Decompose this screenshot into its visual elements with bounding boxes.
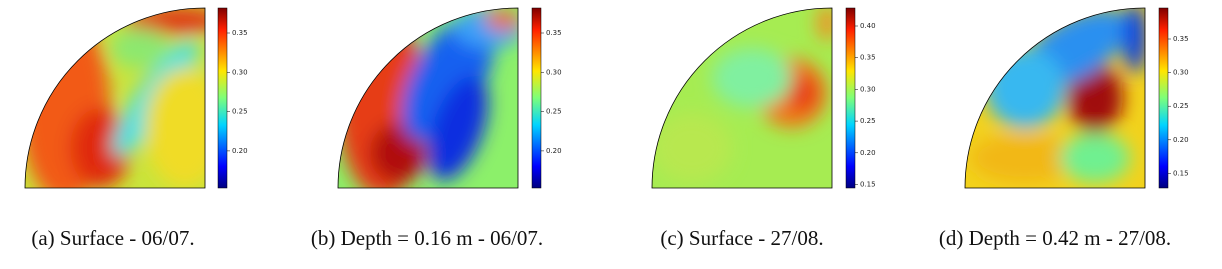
heatmap (652, 8, 832, 188)
heatmap-blob (485, 10, 518, 30)
colorbar-tick-label: 0.30 (232, 68, 248, 76)
heatmap-field (970, 8, 1145, 183)
colorbar-tick-label: 0.30 (546, 68, 562, 76)
heatmap-field (25, 8, 205, 188)
heatmap-blob (970, 133, 1080, 183)
quarter-outline (24, 7, 206, 189)
colorbar-tick-label: 0.20 (1173, 136, 1189, 144)
colorbar-tick-label: 0.20 (232, 147, 248, 155)
colorbar-tick-label: 0.25 (860, 117, 876, 125)
colorbar-tick-label: 0.40 (860, 22, 876, 30)
colorbar (845, 7, 856, 189)
colorbar-tick-label: 0.20 (860, 149, 876, 157)
colorbar-tick-label: 0.15 (1173, 169, 1189, 177)
colorbar (531, 7, 542, 189)
colorbar-tick-label: 0.30 (860, 85, 876, 93)
quarter-outline (651, 7, 833, 189)
heatmap-blob (1067, 63, 1123, 133)
heatmap-blob (70, 108, 130, 188)
colorbar-tick-label: 0.35 (232, 29, 248, 37)
panel: 0.35 0.30 0.25 0.20 0.15 (d) Depth = 0.42 m -… (939, 7, 1189, 250)
panel: 0.35 0.30 0.25 0.20 (b) Depth = 0.16 m - 06/… (311, 7, 562, 250)
heatmap-field (652, 8, 832, 183)
heatmap-blob (712, 48, 792, 108)
colorbar-tick-label: 0.35 (546, 29, 562, 37)
colorbar-tick-label: 0.25 (1173, 102, 1189, 110)
caption: (d) Depth = 0.42 m - 27/08. (939, 226, 1171, 250)
panel: 0.40 0.35 0.30 0.25 0.20 0.15 (c) Surface - 27… (651, 7, 876, 250)
colorbar-tick-label: 0.25 (232, 108, 248, 116)
heatmap-blob (1123, 8, 1145, 73)
heatmap-blob (401, 14, 495, 142)
heatmap-blob (110, 28, 170, 68)
colorbar-tick-label: 0.15 (860, 181, 876, 189)
heatmap-blob (145, 68, 205, 188)
heatmap (25, 8, 205, 188)
caption: (a) Surface - 06/07. (31, 226, 194, 250)
caption: (b) Depth = 0.16 m - 06/07. (311, 226, 543, 250)
colorbar (1158, 7, 1169, 189)
panel: 0.35 0.30 0.25 0.20 (a) Surface - 06/07. (24, 7, 248, 250)
heatmap-blob (817, 8, 832, 41)
colorbar-tick-label: 0.30 (1173, 69, 1189, 77)
heatmap-blob (427, 75, 489, 181)
colorbar (217, 7, 228, 189)
heatmap-blob (985, 48, 1065, 128)
colorbar-tick-label: 0.35 (860, 54, 876, 62)
heatmap-blob (1060, 133, 1130, 183)
heatmap-blob (786, 75, 818, 111)
quarter-outline (964, 7, 1146, 189)
heatmap (965, 8, 1145, 188)
colorbar-tick-label: 0.35 (1173, 35, 1189, 43)
caption: (c) Surface - 27/08. (660, 226, 823, 250)
heatmap-blob (370, 123, 426, 183)
colorbar-tick-label: 0.20 (546, 147, 562, 155)
heatmap (338, 8, 518, 188)
colorbar-tick-label: 0.25 (546, 108, 562, 116)
quarter-outline (337, 7, 519, 189)
heatmap-blob (652, 113, 732, 183)
